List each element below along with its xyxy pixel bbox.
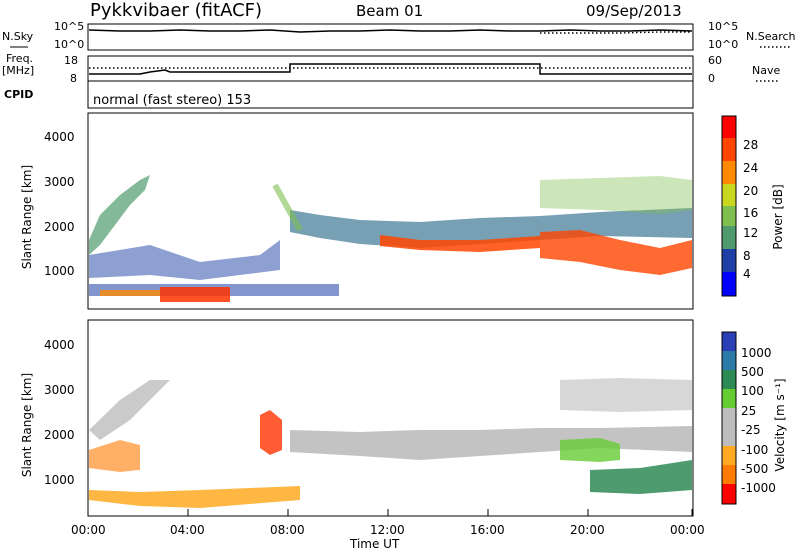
velocity-ytick-1000: 1000 (44, 473, 75, 487)
power-cbar-seg-3 (722, 206, 736, 226)
velocity-colorbar (721, 331, 737, 505)
noise-search-label: N.Search (746, 30, 796, 43)
nave-tick-top: 60 (708, 54, 722, 67)
freq-trace (89, 63, 692, 75)
xtick-1200: 12:00 (370, 523, 405, 537)
power-band-red-low (160, 287, 230, 302)
nave-label: Nave (752, 64, 781, 77)
velocity-lightgreen (560, 438, 620, 462)
xtick-0400: 04:00 (170, 523, 205, 537)
velocity-left-orange (89, 440, 140, 472)
power-main-red (380, 235, 540, 252)
power-ytick-1000: 1000 (44, 264, 75, 278)
power-cbar-tick-20: 20 (743, 184, 759, 198)
power-ytick-3000: 3000 (44, 175, 75, 189)
velocity-cbar-tick-m100: -100 (741, 443, 769, 457)
power-cbar-seg-7 (722, 116, 736, 138)
velocity-cbar-tick-m25: -25 (741, 423, 761, 437)
velocity-green-right (590, 460, 692, 494)
noise-sky-tick-bottom: 10^0 (54, 38, 85, 51)
power-cbar-tick-24: 24 (743, 161, 759, 175)
power-cbar-seg-4 (722, 184, 736, 206)
power-band-orange-low (100, 290, 160, 296)
chart-title-beam: Beam 01 (356, 2, 424, 20)
power-right-red (540, 230, 692, 275)
power-right-green (540, 176, 692, 214)
xtick-2400: 00:00 (670, 523, 705, 537)
velocity-cbar-tick-1000: 1000 (741, 346, 772, 360)
x-axis-label: Time UT (350, 537, 400, 551)
cpid-text: normal (fast stereo) 153 (93, 93, 252, 108)
velocity-ytick-3000: 3000 (44, 383, 75, 397)
noise-sky-label: N.Sky (2, 30, 34, 43)
noise-panel-frame (87, 23, 694, 51)
nave-tick-bottom: 0 (708, 72, 715, 85)
velocity-ytick-2000: 2000 (44, 428, 75, 442)
velocity-cbar-tick-25: 25 (741, 404, 757, 418)
velocity-cbar-seg-0 (722, 332, 736, 351)
velocity-cbar-seg-8 (722, 484, 736, 504)
power-panel-frame (87, 112, 694, 310)
chart-title-date: 09/Sep/2013 (586, 2, 682, 20)
x-tick-marks (87, 509, 693, 516)
power-cbar-frame (721, 115, 737, 297)
power-cbar-seg-6 (722, 138, 736, 161)
noise-search-tick-top: 10^5 (708, 20, 739, 33)
xtick-0800: 08:00 (270, 523, 305, 537)
freq-label-1: Freq. (6, 52, 34, 65)
velocity-cbar-seg-4 (722, 408, 736, 427)
xtick-1600: 16:00 (470, 523, 505, 537)
freq-tick-bottom: 8 (70, 72, 77, 85)
noise-sky-trace (88, 29, 693, 33)
velocity-cbar-tick-m500: -500 (741, 462, 769, 476)
velocity-cbar-seg-6 (722, 446, 736, 465)
velocity-right-grey (560, 378, 692, 412)
velocity-cbar-tick-m1000: -1000 (741, 481, 776, 495)
power-cbar-tick-8: 8 (743, 249, 751, 263)
power-plume (272, 183, 303, 232)
power-ytick-2000: 2000 (44, 220, 75, 234)
power-cbar-tick-12: 12 (743, 226, 759, 240)
velocity-cbar-seg-7 (722, 465, 736, 484)
velocity-left-grey (89, 380, 170, 440)
cpid-panel-frame (87, 80, 694, 109)
velocity-main-grey (290, 426, 692, 460)
power-cbar-seg-2 (722, 226, 736, 249)
power-left-blue (89, 240, 280, 280)
power-cbar-seg-0 (722, 272, 736, 296)
cpid-label: CPID (4, 88, 34, 101)
velocity-low-orange (89, 486, 300, 508)
xtick-0000: 00:00 (71, 523, 106, 537)
power-cbar-tick-16: 16 (743, 206, 759, 220)
velocity-cbar-tick-100: 100 (741, 384, 764, 398)
velocity-ytick-4000: 4000 (44, 338, 75, 352)
noise-search-trace (540, 31, 692, 34)
velocity-cbar-seg-3 (722, 389, 736, 408)
power-colorbar (721, 115, 737, 297)
chart-title-station: Pykkvibaer (fitACF) (90, 0, 263, 21)
velocity-scatter-layer (89, 378, 692, 508)
power-scatter-layer (89, 175, 692, 302)
power-cbar-tick-4: 4 (743, 267, 751, 281)
velocity-cbar-tick-500: 500 (741, 365, 764, 379)
noise-sky-tick-top: 10^5 (54, 20, 85, 33)
freq-tick-top: 18 (64, 54, 78, 67)
velocity-red-plume (260, 410, 282, 455)
xtick-2000: 20:00 (570, 523, 605, 537)
power-arc-left (89, 175, 150, 255)
velocity-cbar-frame (721, 331, 737, 505)
power-cbar-seg-5 (722, 161, 736, 184)
velocity-cbar-seg-5 (722, 427, 736, 446)
freq-label-2: [MHz] (2, 64, 35, 77)
velocity-cbar-seg-2 (722, 370, 736, 389)
power-cbar-seg-1 (722, 249, 736, 272)
power-ytick-4000: 4000 (44, 130, 75, 144)
noise-search-tick-bottom: 10^0 (708, 38, 739, 51)
power-cbar-tick-28: 28 (743, 138, 759, 152)
velocity-cbar-seg-1 (722, 351, 736, 370)
